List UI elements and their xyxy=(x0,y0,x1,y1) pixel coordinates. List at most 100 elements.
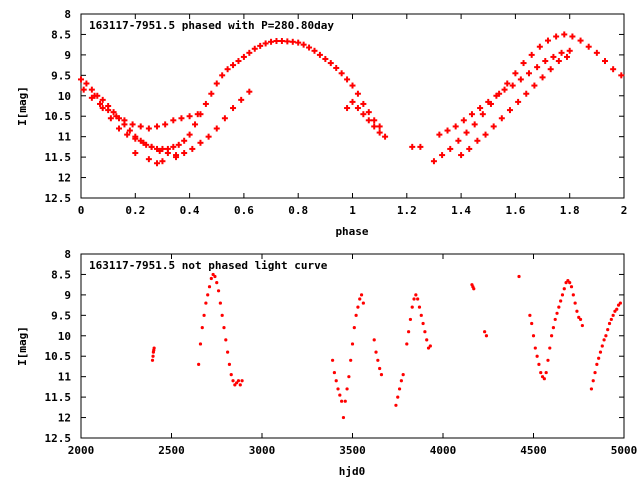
phased-data-point xyxy=(300,41,307,48)
unphased-data-point xyxy=(530,321,534,326)
phased-data-point xyxy=(525,70,532,77)
unphased-data-point xyxy=(236,379,241,383)
phased-data-point xyxy=(116,125,123,132)
phased-data-point xyxy=(197,139,204,146)
phased-data-point xyxy=(601,58,608,65)
phased-data-point xyxy=(468,111,475,118)
phased-data-point xyxy=(148,143,155,150)
phased-x-tick-label: 0.8 xyxy=(288,204,308,217)
unphased-data-point xyxy=(613,309,617,313)
unphased-y-tick-label: 11.5 xyxy=(45,391,72,404)
phased-data-point xyxy=(170,117,177,124)
unphased-data-point xyxy=(379,373,384,377)
phased-y-tick-label: 9.5 xyxy=(51,69,71,82)
phased-y-tick-label: 9 xyxy=(64,49,71,62)
phased-data-point xyxy=(154,160,161,167)
phased-data-point xyxy=(444,127,451,134)
unphased-data-point xyxy=(405,342,409,346)
phased-data-point xyxy=(360,111,367,118)
phased-data-point xyxy=(354,105,361,112)
phased-data-point xyxy=(509,82,516,89)
unphased-data-point xyxy=(345,387,349,391)
phased-data-point xyxy=(365,117,372,124)
phased-data-point xyxy=(132,150,139,157)
phased-data-point xyxy=(409,143,416,150)
phased-data-point xyxy=(452,123,459,130)
phased-data-point xyxy=(618,72,625,79)
phased-data-point xyxy=(504,80,511,87)
unphased-data-point xyxy=(343,399,347,403)
phased-data-point xyxy=(162,121,169,128)
unphased-data-point xyxy=(152,346,156,350)
phased-data-point xyxy=(506,107,513,114)
phased-data-point xyxy=(246,88,253,95)
unphased-title: 163117-7951.5 not phased light curve xyxy=(89,259,328,272)
unphased-data-point xyxy=(618,301,622,305)
phased-data-point xyxy=(99,96,106,103)
phased-data-point xyxy=(289,38,296,45)
phased-data-point xyxy=(354,90,361,97)
phased-data-point xyxy=(550,53,557,60)
unphased-data-point xyxy=(573,301,577,305)
unphased-data-point xyxy=(593,370,597,375)
unphased-data-point xyxy=(571,293,575,297)
phased-x-tick-label: 1.2 xyxy=(397,204,417,217)
phased-points xyxy=(78,31,625,167)
phased-data-point xyxy=(555,58,562,65)
phased-data-point xyxy=(273,37,280,44)
phased-x-tick-label: 0.2 xyxy=(125,204,145,217)
phased-data-point xyxy=(512,70,519,77)
unphased-data-point xyxy=(397,387,402,391)
phased-data-point xyxy=(371,117,378,124)
unphased-data-point xyxy=(483,330,487,334)
unphased-data-point xyxy=(200,326,204,330)
unphased-data-point xyxy=(340,399,344,403)
phased-data-point xyxy=(563,53,570,60)
phased-data-point xyxy=(501,86,508,93)
unphased-data-point xyxy=(426,346,431,350)
phased-data-point xyxy=(178,115,185,122)
unphased-data-point xyxy=(399,379,403,383)
phased-data-point xyxy=(278,37,285,44)
phased-data-point xyxy=(246,49,253,56)
phased-data-point xyxy=(344,105,351,112)
phased-x-tick-label: 1.6 xyxy=(505,204,525,217)
phased-data-point xyxy=(213,125,220,132)
phased-data-point xyxy=(88,86,95,93)
phased-data-point xyxy=(175,141,182,148)
phased-data-point xyxy=(137,123,144,130)
unphased-data-point xyxy=(528,313,532,317)
unphased-data-point xyxy=(551,326,556,330)
unphased-data-point xyxy=(428,344,432,348)
phased-data-point xyxy=(490,123,497,130)
phased-data-point xyxy=(515,98,522,105)
phased-data-point xyxy=(436,131,443,138)
unphased-data-point xyxy=(349,358,353,362)
phased-data-point xyxy=(430,158,437,165)
phased-data-point xyxy=(205,133,212,140)
unphased-data-point xyxy=(150,358,155,362)
phased-data-point xyxy=(251,45,258,52)
phased-data-point xyxy=(202,100,209,107)
phased-data-point xyxy=(110,109,117,116)
phased-data-point xyxy=(80,86,87,93)
phased-data-point xyxy=(498,115,505,122)
unphased-data-point xyxy=(616,303,621,307)
phased-data-point xyxy=(566,47,573,54)
unphased-data-point xyxy=(555,311,559,315)
unphased-plot-frame xyxy=(80,253,625,439)
unphased-y-tick-label: 10 xyxy=(58,330,71,343)
phased-data-point xyxy=(99,105,106,112)
phased-data-point xyxy=(145,125,152,132)
phased-data-point xyxy=(240,53,247,60)
phased-data-point xyxy=(327,60,334,67)
unphased-data-point xyxy=(330,358,335,362)
unphased-data-point xyxy=(213,274,217,279)
phased-data-point xyxy=(83,80,90,87)
unphased-data-point xyxy=(408,317,413,322)
unphased-data-point xyxy=(589,387,594,391)
phased-data-point xyxy=(181,137,188,144)
unphased-points xyxy=(150,272,622,420)
phased-data-point xyxy=(482,131,489,138)
phased-data-point xyxy=(224,66,231,73)
